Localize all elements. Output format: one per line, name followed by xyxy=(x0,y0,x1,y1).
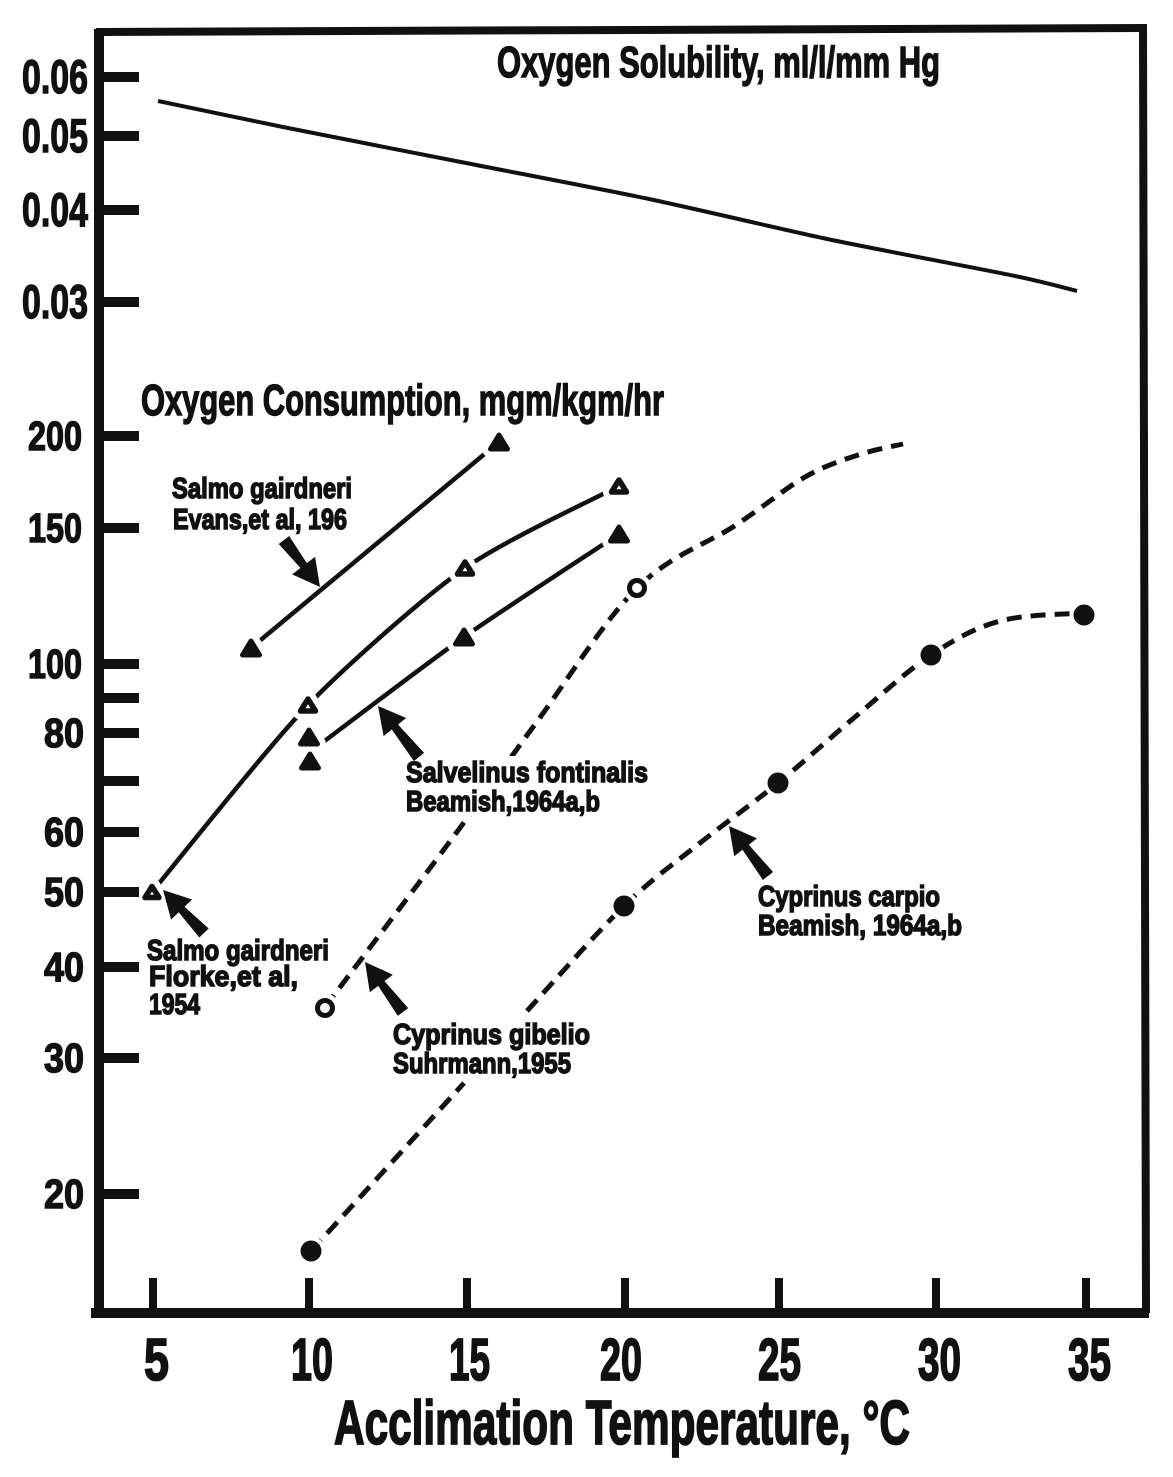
svg-text:25: 25 xyxy=(758,1327,801,1393)
svg-text:Cyprinus carpio: Cyprinus carpio xyxy=(758,881,940,913)
svg-text:10: 10 xyxy=(291,1327,333,1393)
svg-text:20: 20 xyxy=(44,1171,84,1217)
svg-text:0.05: 0.05 xyxy=(22,109,88,162)
svg-text:Oxygen Solubility, ml/l/mm Hg: Oxygen Solubility, ml/l/mm Hg xyxy=(497,38,940,87)
svg-text:35: 35 xyxy=(1068,1327,1111,1393)
svg-text:60: 60 xyxy=(44,809,84,855)
svg-text:Acclimation Temperature, °C: Acclimation Temperature, °C xyxy=(334,1389,910,1458)
svg-text:30: 30 xyxy=(918,1327,961,1393)
svg-text:Florke,et al,: Florke,et al, xyxy=(149,961,298,993)
svg-text:20: 20 xyxy=(600,1327,642,1393)
svg-text:Suhrmann,1955: Suhrmann,1955 xyxy=(393,1048,571,1080)
svg-text:0.06: 0.06 xyxy=(22,50,88,103)
svg-text:5: 5 xyxy=(144,1327,169,1393)
svg-text:30: 30 xyxy=(44,1035,84,1081)
svg-text:1954: 1954 xyxy=(149,989,200,1021)
svg-text:Beamish, 1964a,b: Beamish, 1964a,b xyxy=(758,910,962,942)
svg-text:Salmo gairdneri: Salmo gairdneri xyxy=(147,935,329,967)
svg-text:150: 150 xyxy=(28,505,82,551)
svg-text:Oxygen Consumption, mgm/kgm/hr: Oxygen Consumption, mgm/kgm/hr xyxy=(141,376,664,425)
svg-text:Salmo gairdneri: Salmo gairdneri xyxy=(172,473,352,505)
svg-text:0.03: 0.03 xyxy=(22,275,88,328)
svg-text:200: 200 xyxy=(28,413,82,459)
svg-text:50: 50 xyxy=(44,869,84,915)
svg-text:80: 80 xyxy=(44,710,84,756)
svg-text:Salvelinus fontinalis: Salvelinus fontinalis xyxy=(406,757,648,789)
svg-text:Cyprinus gibelio: Cyprinus gibelio xyxy=(393,1019,590,1051)
svg-text:100: 100 xyxy=(28,641,82,687)
svg-text:0.04: 0.04 xyxy=(22,183,88,236)
svg-text:Evans,et al, 196: Evans,et al, 196 xyxy=(173,504,347,536)
svg-text:Beamish,1964a,b: Beamish,1964a,b xyxy=(406,786,600,818)
svg-text:15: 15 xyxy=(449,1327,490,1393)
svg-text:40: 40 xyxy=(44,944,84,990)
